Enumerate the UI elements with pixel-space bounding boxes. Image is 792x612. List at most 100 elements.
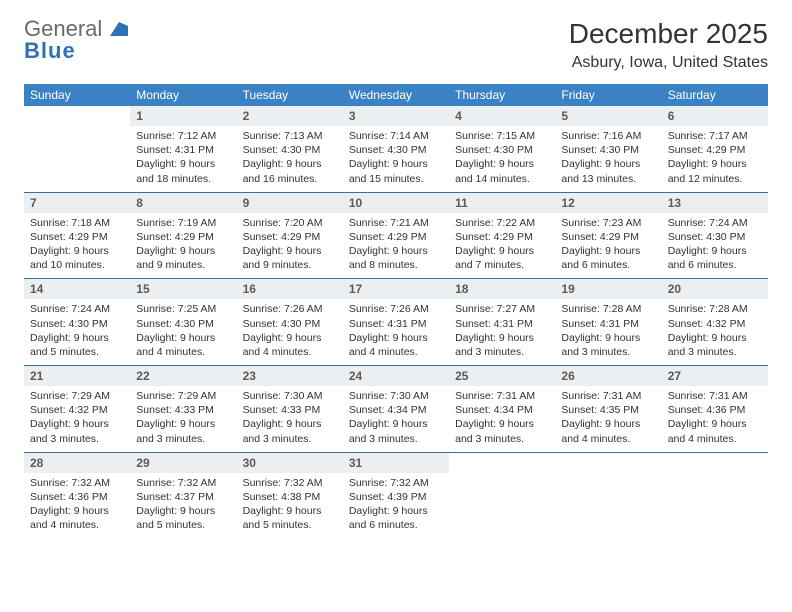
calendar-week-row: 14Sunrise: 7:24 AMSunset: 4:30 PMDayligh… [24, 279, 768, 366]
day-line: and 7 minutes. [455, 258, 549, 272]
day-line: and 13 minutes. [561, 172, 655, 186]
day-line: Daylight: 9 hours [349, 504, 443, 518]
day-line: Daylight: 9 hours [349, 331, 443, 345]
day-line: Daylight: 9 hours [455, 331, 549, 345]
calendar-cell: 4Sunrise: 7:15 AMSunset: 4:30 PMDaylight… [449, 106, 555, 192]
day-body: Sunrise: 7:20 AMSunset: 4:29 PMDaylight:… [237, 213, 343, 279]
day-line: Sunset: 4:31 PM [349, 317, 443, 331]
day-line: Sunrise: 7:32 AM [349, 476, 443, 490]
day-line: and 4 minutes. [668, 432, 762, 446]
calendar-week-row: 21Sunrise: 7:29 AMSunset: 4:32 PMDayligh… [24, 366, 768, 453]
calendar-cell: 18Sunrise: 7:27 AMSunset: 4:31 PMDayligh… [449, 279, 555, 366]
day-line: Daylight: 9 hours [561, 244, 655, 258]
day-body: Sunrise: 7:17 AMSunset: 4:29 PMDaylight:… [662, 126, 768, 192]
day-body: Sunrise: 7:27 AMSunset: 4:31 PMDaylight:… [449, 299, 555, 365]
calendar-cell [449, 452, 555, 538]
day-line: Sunset: 4:29 PM [30, 230, 124, 244]
calendar-cell [24, 106, 130, 192]
day-line: Sunrise: 7:32 AM [136, 476, 230, 490]
day-body: Sunrise: 7:26 AMSunset: 4:31 PMDaylight:… [343, 299, 449, 365]
calendar-cell: 14Sunrise: 7:24 AMSunset: 4:30 PMDayligh… [24, 279, 130, 366]
day-line: Sunset: 4:29 PM [455, 230, 549, 244]
calendar-cell: 30Sunrise: 7:32 AMSunset: 4:38 PMDayligh… [237, 452, 343, 538]
calendar-cell: 6Sunrise: 7:17 AMSunset: 4:29 PMDaylight… [662, 106, 768, 192]
day-number: 12 [555, 193, 661, 213]
day-line: Sunset: 4:30 PM [30, 317, 124, 331]
day-line: Daylight: 9 hours [30, 331, 124, 345]
day-line: Sunrise: 7:12 AM [136, 129, 230, 143]
day-line: Sunrise: 7:17 AM [668, 129, 762, 143]
calendar-cell: 7Sunrise: 7:18 AMSunset: 4:29 PMDaylight… [24, 192, 130, 279]
day-line: and 4 minutes. [243, 345, 337, 359]
day-line: Sunset: 4:31 PM [561, 317, 655, 331]
day-body: Sunrise: 7:32 AMSunset: 4:37 PMDaylight:… [130, 473, 236, 539]
day-line: Daylight: 9 hours [136, 417, 230, 431]
day-line: Sunrise: 7:15 AM [455, 129, 549, 143]
day-line: and 3 minutes. [455, 432, 549, 446]
day-line: Sunset: 4:33 PM [136, 403, 230, 417]
day-number: 6 [662, 106, 768, 126]
day-number: 23 [237, 366, 343, 386]
calendar-cell: 22Sunrise: 7:29 AMSunset: 4:33 PMDayligh… [130, 366, 236, 453]
day-number: 29 [130, 453, 236, 473]
day-line: Daylight: 9 hours [561, 331, 655, 345]
day-line: Sunset: 4:37 PM [136, 490, 230, 504]
day-number: 8 [130, 193, 236, 213]
day-body: Sunrise: 7:22 AMSunset: 4:29 PMDaylight:… [449, 213, 555, 279]
day-line: Sunset: 4:36 PM [30, 490, 124, 504]
day-line: Daylight: 9 hours [136, 504, 230, 518]
day-number: 3 [343, 106, 449, 126]
day-line: Daylight: 9 hours [668, 244, 762, 258]
calendar-cell: 24Sunrise: 7:30 AMSunset: 4:34 PMDayligh… [343, 366, 449, 453]
day-line: Daylight: 9 hours [668, 417, 762, 431]
day-body: Sunrise: 7:23 AMSunset: 4:29 PMDaylight:… [555, 213, 661, 279]
day-line: Sunrise: 7:31 AM [455, 389, 549, 403]
calendar-cell: 15Sunrise: 7:25 AMSunset: 4:30 PMDayligh… [130, 279, 236, 366]
day-body: Sunrise: 7:26 AMSunset: 4:30 PMDaylight:… [237, 299, 343, 365]
day-line: Sunrise: 7:24 AM [668, 216, 762, 230]
day-number: 26 [555, 366, 661, 386]
weekday-header: Saturday [662, 84, 768, 106]
weekday-header: Monday [130, 84, 236, 106]
day-number: 17 [343, 279, 449, 299]
day-body: Sunrise: 7:32 AMSunset: 4:38 PMDaylight:… [237, 473, 343, 539]
day-line: and 6 minutes. [349, 518, 443, 532]
day-number: 9 [237, 193, 343, 213]
calendar-cell: 23Sunrise: 7:30 AMSunset: 4:33 PMDayligh… [237, 366, 343, 453]
day-line: Sunrise: 7:23 AM [561, 216, 655, 230]
day-line: and 4 minutes. [136, 345, 230, 359]
day-number: 20 [662, 279, 768, 299]
day-line: Sunset: 4:33 PM [243, 403, 337, 417]
day-line: Daylight: 9 hours [136, 157, 230, 171]
day-number: 31 [343, 453, 449, 473]
day-line: and 14 minutes. [455, 172, 549, 186]
day-body: Sunrise: 7:16 AMSunset: 4:30 PMDaylight:… [555, 126, 661, 192]
day-line: Sunrise: 7:24 AM [30, 302, 124, 316]
month-title: December 2025 [569, 18, 768, 50]
header: General Blue December 2025 Asbury, Iowa,… [24, 18, 768, 72]
day-line: and 3 minutes. [136, 432, 230, 446]
weekday-header: Sunday [24, 84, 130, 106]
day-line: Sunset: 4:38 PM [243, 490, 337, 504]
day-line: Sunset: 4:36 PM [668, 403, 762, 417]
day-body: Sunrise: 7:30 AMSunset: 4:33 PMDaylight:… [237, 386, 343, 452]
day-line: Sunrise: 7:13 AM [243, 129, 337, 143]
day-line: and 4 minutes. [561, 432, 655, 446]
day-line: Daylight: 9 hours [30, 417, 124, 431]
day-number: 4 [449, 106, 555, 126]
day-line: Sunrise: 7:32 AM [243, 476, 337, 490]
day-line: and 9 minutes. [136, 258, 230, 272]
day-line: Daylight: 9 hours [349, 244, 443, 258]
calendar-cell: 16Sunrise: 7:26 AMSunset: 4:30 PMDayligh… [237, 279, 343, 366]
day-body: Sunrise: 7:29 AMSunset: 4:33 PMDaylight:… [130, 386, 236, 452]
day-line: and 4 minutes. [349, 345, 443, 359]
day-body: Sunrise: 7:32 AMSunset: 4:39 PMDaylight:… [343, 473, 449, 539]
day-number: 28 [24, 453, 130, 473]
location: Asbury, Iowa, United States [569, 54, 768, 72]
day-line: and 9 minutes. [243, 258, 337, 272]
day-line: Sunrise: 7:31 AM [668, 389, 762, 403]
day-line: Sunset: 4:39 PM [349, 490, 443, 504]
day-line: Daylight: 9 hours [243, 504, 337, 518]
day-body: Sunrise: 7:25 AMSunset: 4:30 PMDaylight:… [130, 299, 236, 365]
day-line: and 3 minutes. [668, 345, 762, 359]
